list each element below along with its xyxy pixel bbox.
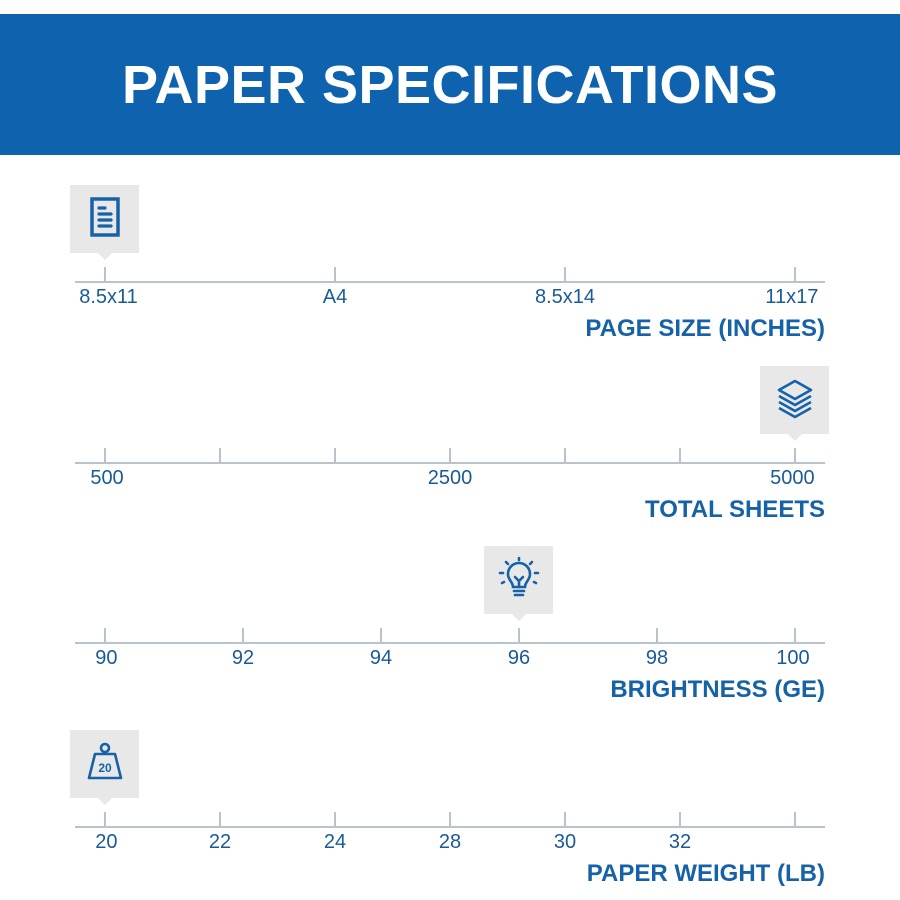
tick-label: 20 — [95, 831, 118, 853]
page-title: PAPER SPECIFICATIONS — [121, 54, 779, 115]
axis-tick — [104, 267, 106, 282]
axis-tick — [380, 628, 382, 643]
tick-label: 30 — [553, 831, 577, 853]
selected-marker: 20 — [70, 730, 139, 805]
axis-tick — [104, 628, 106, 643]
paper-stack-icon — [773, 376, 817, 425]
axis-tick — [334, 267, 336, 282]
document-icon — [83, 195, 127, 244]
weight-icon: 20 — [83, 740, 127, 789]
axis-line — [75, 281, 825, 283]
axis-tick — [104, 812, 106, 827]
tick-label: 22 — [208, 831, 232, 853]
axis-tick — [449, 812, 451, 827]
scale-title: TOTAL SHEETS — [644, 496, 825, 523]
tick-label: 94 — [369, 647, 393, 669]
axis-tick — [656, 628, 658, 643]
scale-title: PAPER WEIGHT (LB) — [586, 860, 825, 887]
tick-label: 90 — [95, 647, 118, 669]
selected-marker — [70, 185, 139, 260]
axis-line — [75, 826, 825, 828]
selected-marker — [760, 366, 829, 441]
axis-tick — [794, 448, 796, 463]
tick-label: 96 — [507, 647, 531, 669]
tick-label: 8.5x11 — [79, 286, 138, 308]
svg-text:20: 20 — [98, 761, 112, 775]
tick-label: 500 — [90, 467, 124, 489]
axis-tick — [679, 812, 681, 827]
axis-line — [75, 642, 825, 644]
tick-label: 8.5x14 — [534, 286, 596, 308]
axis-tick — [219, 812, 221, 827]
axis-tick — [219, 448, 221, 463]
tick-label: 92 — [231, 647, 255, 669]
axis-tick — [104, 448, 106, 463]
axis-tick — [449, 448, 451, 463]
tick-label: 24 — [323, 831, 347, 853]
axis-tick — [794, 267, 796, 282]
axis-tick — [518, 628, 520, 643]
axis-tick — [564, 267, 566, 282]
axis-tick — [564, 448, 566, 463]
tick-label: 28 — [438, 831, 462, 853]
header-banner: PAPER SPECIFICATIONS — [0, 14, 900, 155]
scale-title: BRIGHTNESS (GE) — [610, 676, 825, 703]
tick-label: 32 — [668, 831, 692, 853]
tick-label: A4 — [322, 286, 348, 308]
tick-label: 98 — [645, 647, 669, 669]
lightbulb-icon — [497, 556, 541, 605]
tick-label: 11x17 — [765, 286, 819, 308]
selected-marker — [484, 546, 553, 621]
axis-tick — [334, 448, 336, 463]
axis-tick — [242, 628, 244, 643]
axis-tick — [564, 812, 566, 827]
tick-label: 5000 — [770, 467, 815, 489]
axis-tick — [334, 812, 336, 827]
axis-tick — [794, 812, 796, 827]
axis-tick — [679, 448, 681, 463]
scale-title: PAGE SIZE (INCHES) — [585, 315, 825, 342]
tick-label: 100 — [776, 647, 810, 669]
axis-tick — [794, 628, 796, 643]
axis-line — [75, 462, 825, 464]
tick-label: 2500 — [427, 467, 473, 489]
